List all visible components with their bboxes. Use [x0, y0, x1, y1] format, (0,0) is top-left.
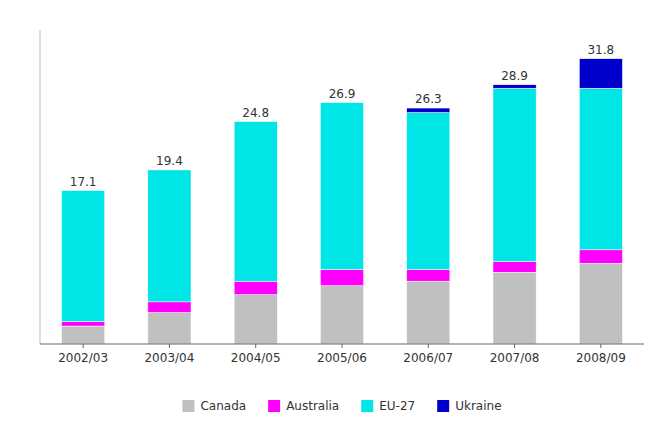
bar-segment — [320, 103, 363, 270]
bars — [62, 59, 623, 344]
legend-swatch — [437, 400, 449, 412]
legend-item: Canada — [182, 399, 246, 413]
bar-segment — [62, 326, 105, 344]
bar-segment — [407, 113, 450, 270]
x-tick-label: 2008/09 — [576, 351, 626, 365]
bar-segment — [62, 322, 105, 326]
bar-segment — [407, 281, 450, 344]
x-tick-label: 2007/08 — [490, 351, 540, 365]
bar-segment — [62, 190, 105, 191]
bar-segment — [234, 121, 277, 122]
bar-segment — [579, 88, 622, 249]
bar-segment — [407, 270, 450, 282]
total-label: 28.9 — [501, 69, 528, 83]
legend-item: Australia — [268, 399, 339, 413]
x-tick-label: 2002/03 — [58, 351, 108, 365]
x-tick-label: 2005/06 — [317, 351, 367, 365]
x-tick — [428, 344, 429, 348]
legend-label: EU-27 — [379, 399, 415, 413]
chart-svg: 17.1 19.4 24.8 26.9 26.3 28.9 31.8 2002/03 2003/… — [0, 0, 664, 434]
total-label: 26.9 — [329, 87, 356, 101]
legend-item: EU-27 — [361, 399, 415, 413]
x-tick — [169, 344, 170, 348]
bar-segment — [320, 270, 363, 286]
legend-label: Australia — [286, 399, 339, 413]
legend-item: Ukraine — [437, 399, 501, 413]
total-label: 24.8 — [242, 106, 269, 120]
x-tick-label: 2004/05 — [231, 351, 281, 365]
y-axis-line — [40, 30, 41, 344]
bar-segment — [493, 88, 536, 261]
bar-segment — [320, 102, 363, 103]
x-tick-label: 2003/04 — [144, 351, 194, 365]
bar-segment — [234, 122, 277, 282]
bar-segment — [234, 295, 277, 344]
chart-container: 17.1 19.4 24.8 26.9 26.3 28.9 31.8 2002/03 2003/… — [0, 0, 664, 434]
x-tick — [255, 344, 256, 348]
bar-segment — [579, 59, 622, 89]
total-label: 31.8 — [587, 43, 614, 57]
x-tick — [600, 344, 601, 348]
bar-segment — [493, 85, 536, 89]
x-tick — [342, 344, 343, 348]
legend-swatch — [268, 400, 280, 412]
bar-segment — [62, 191, 105, 322]
bar-segment — [579, 250, 622, 263]
legend-label: Canada — [200, 399, 246, 413]
legend-label: Ukraine — [455, 399, 501, 413]
x-tick-label: 2006/07 — [403, 351, 453, 365]
bar-segment — [148, 313, 191, 344]
legend-swatch — [361, 400, 373, 412]
legend: Canada Australia EU-27 Ukraine — [182, 399, 501, 413]
x-tick — [83, 344, 84, 348]
total-label: 19.4 — [156, 154, 183, 168]
bar-segment — [407, 108, 450, 112]
bar-segment — [148, 170, 191, 302]
bar-segment — [234, 281, 277, 294]
bar-segment — [493, 261, 536, 272]
bar-segment — [148, 169, 191, 170]
bar-segment — [579, 263, 622, 344]
bar-segment — [148, 302, 191, 313]
bar-segment — [320, 286, 363, 344]
x-tick — [514, 344, 515, 348]
legend-swatch — [182, 400, 194, 412]
total-label: 17.1 — [70, 175, 97, 189]
bar-segment — [493, 272, 536, 344]
total-label: 26.3 — [415, 92, 442, 106]
